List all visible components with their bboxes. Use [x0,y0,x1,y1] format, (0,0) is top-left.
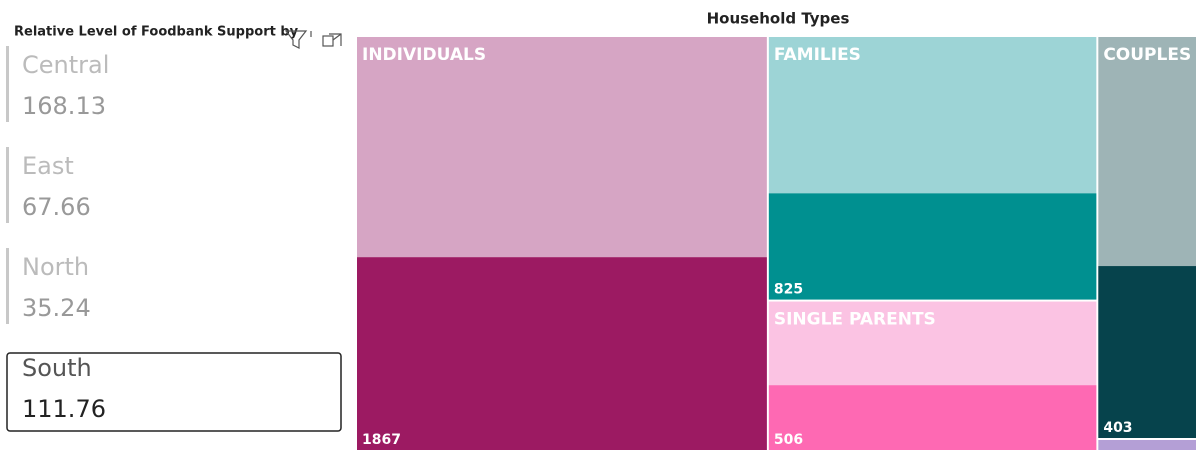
row-name[interactable]: South [22,354,92,382]
row-accent-bar [6,147,9,223]
tile-label: SINGLE PARENTS [774,310,936,330]
tile[interactable] [1098,439,1196,450]
row-name[interactable]: Central [22,51,109,79]
tile-value-label: 403 [1103,420,1132,436]
tile-label: INDIVIDUALS [362,45,486,65]
row-value[interactable]: 67.66 [22,193,91,221]
focus-mode-icon[interactable] [322,33,342,47]
row-value[interactable]: 168.13 [22,92,106,120]
row-value[interactable]: 111.76 [22,395,106,423]
tile-value-label: 506 [774,432,803,448]
tile-label: FAMILIES [774,45,861,65]
tile-highlight[interactable] [768,385,1097,450]
row-name[interactable]: North [22,253,89,281]
tile-highlight[interactable] [357,257,767,450]
row-accent-bar [6,248,9,324]
row-value[interactable]: 35.24 [22,294,91,322]
chart-title: Household Types [707,10,850,28]
tile-value-label: 1867 [362,432,401,448]
row-accent-bar [6,46,9,122]
tile-highlight[interactable] [768,193,1097,300]
selected-row-frame[interactable] [6,352,342,432]
filter-icon[interactable] [284,30,312,49]
tile-label: COUPLES [1103,45,1191,65]
tile-value-label: 825 [774,282,803,298]
card-title: Relative Level of Foodbank Support by [14,25,299,40]
tile-highlight[interactable] [1098,266,1196,438]
row-name[interactable]: East [22,152,74,180]
